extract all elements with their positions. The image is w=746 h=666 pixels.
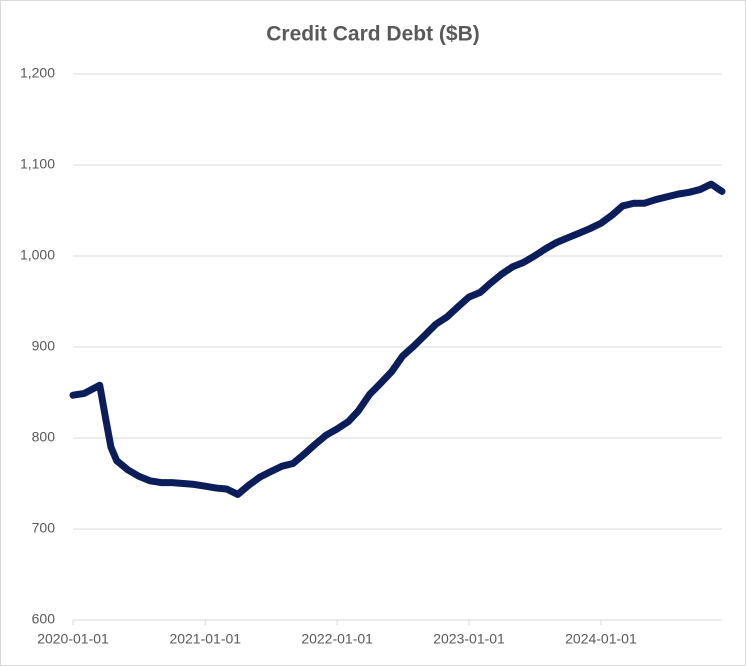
- y-tick-label: 1,200: [20, 65, 55, 81]
- y-tick-label: 1,100: [20, 156, 55, 172]
- y-tick-label: 900: [32, 338, 56, 354]
- y-tick-label: 1,000: [20, 247, 55, 263]
- x-tick-label: 2023-01-01: [433, 631, 505, 647]
- y-tick-label: 600: [32, 611, 56, 627]
- x-tick-label: 2022-01-01: [301, 631, 373, 647]
- chart-title: Credit Card Debt ($B): [266, 23, 480, 46]
- x-tick-label: 2021-01-01: [169, 631, 241, 647]
- y-tick-label: 800: [32, 429, 56, 445]
- x-tick-label: 2020-01-01: [37, 631, 109, 647]
- x-tick-label: 2024-01-01: [565, 631, 637, 647]
- data-line: [69, 180, 726, 498]
- y-tick-label: 700: [32, 520, 56, 536]
